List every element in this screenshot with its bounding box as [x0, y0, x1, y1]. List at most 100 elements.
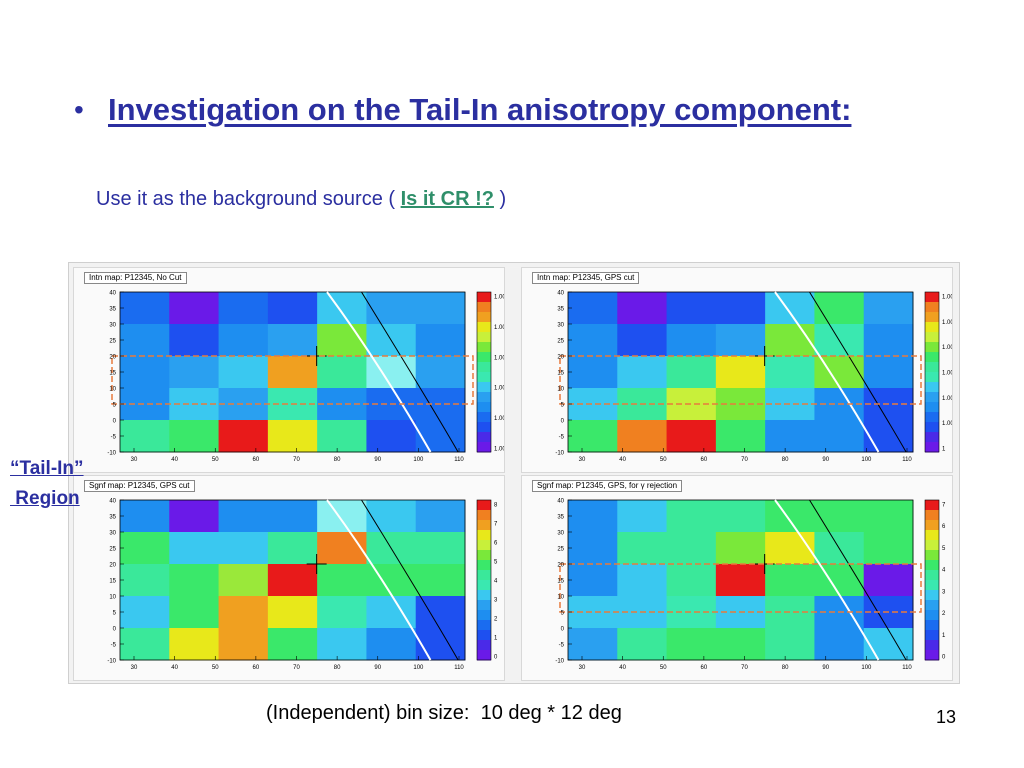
heatmap-cell: [568, 292, 618, 325]
colorbar-tick-label: 1: [494, 636, 498, 642]
heatmap-cell: [666, 532, 717, 565]
x-tick-label: 40: [619, 665, 626, 671]
heatmap-cell: [568, 324, 618, 357]
heatmap-cell: [617, 532, 668, 565]
colorbar-segment: [477, 432, 491, 443]
heatmap-cell: [814, 420, 865, 453]
x-tick-label: 100: [413, 457, 424, 463]
heatmap-cell: [267, 500, 318, 533]
colorbar-segment: [477, 322, 491, 333]
y-tick-label: 40: [109, 499, 116, 505]
colorbar-segment: [925, 600, 939, 611]
heatmap-cell: [317, 324, 367, 357]
heatmap-cell: [617, 564, 668, 597]
colorbar-segment: [477, 580, 491, 591]
is-it-cr-link[interactable]: Is it CR !?: [400, 188, 494, 210]
heatmap-cell: [317, 532, 367, 565]
x-tick-label: 110: [902, 665, 912, 671]
heatmap-cell: [666, 420, 717, 453]
y-tick-label: 0: [113, 627, 117, 633]
colorbar-segment: [925, 442, 939, 453]
heatmap-cell: [715, 292, 766, 325]
y-tick-label: 20: [557, 355, 564, 361]
y-tick-label: 25: [557, 547, 564, 553]
colorbar-tick-label: 1.003: [942, 295, 952, 301]
colorbar-segment: [925, 540, 939, 551]
colorbar-segment: [925, 302, 939, 313]
heatmap-cell: [666, 628, 717, 661]
colorbar-tick-label: 1.0005: [942, 421, 952, 427]
colorbar-segment: [925, 352, 939, 363]
heatmap-cell: [568, 564, 618, 597]
heatmap-cell: [120, 596, 170, 629]
colorbar-tick-label: 1.001: [942, 396, 952, 402]
heatmap-cell: [120, 500, 170, 533]
y-tick-label: 5: [113, 403, 117, 409]
black-curve: [361, 499, 459, 661]
colorbar-tick-label: 1.003: [494, 295, 504, 301]
y-tick-label: 10: [557, 595, 564, 601]
colorbar-segment: [477, 412, 491, 423]
x-tick-label: 90: [822, 665, 829, 671]
heatmap-cell: [415, 500, 466, 533]
heatmap-cell: [765, 500, 815, 533]
y-tick-label: 10: [109, 387, 116, 393]
colorbar-segment: [925, 520, 939, 531]
colorbar-segment: [477, 442, 491, 453]
heatmap-cell: [317, 292, 367, 325]
colorbar-segment: [925, 530, 939, 541]
heatmap-cell: [415, 420, 466, 453]
x-tick-label: 80: [782, 665, 789, 671]
x-tick-label: 80: [334, 457, 341, 463]
black-curve: [809, 291, 907, 453]
colorbar-segment: [477, 570, 491, 581]
colorbar-tick-label: 5: [494, 560, 498, 566]
heatmap-cell: [617, 324, 668, 357]
colorbar-frame: [924, 291, 940, 453]
heatmap-cell: [120, 532, 170, 565]
colorbar-segment: [925, 332, 939, 343]
white-curve: [326, 499, 432, 661]
colorbar-segment: [925, 382, 939, 393]
heatmap-cell: [666, 292, 717, 325]
heatmap-cell: [169, 596, 220, 629]
colorbar-tick-label: 1.0025: [942, 320, 952, 326]
heatmap-cell: [317, 356, 367, 389]
heatmap-cell: [218, 532, 269, 565]
x-tick-label: 40: [619, 457, 626, 463]
colorbar-segment: [925, 620, 939, 631]
x-tick-label: 50: [660, 665, 667, 671]
y-tick-label: 30: [109, 531, 116, 537]
colorbar-segment: [477, 422, 491, 433]
black-curve: [361, 291, 459, 453]
black-curve: [809, 499, 907, 661]
colorbar-segment: [477, 540, 491, 551]
colorbar-frame: [476, 499, 492, 661]
y-tick-label: 5: [561, 403, 565, 409]
y-tick-label: 40: [557, 499, 564, 505]
region-label-line1: “Tail-In”: [10, 458, 84, 479]
heatmap-cell: [120, 420, 170, 453]
colorbar-tick-label: 6: [942, 524, 946, 530]
colorbar-tick-label: 7: [942, 503, 946, 509]
heatmap-cell: [317, 564, 367, 597]
heatmap-cell: [715, 532, 766, 565]
colorbar-segment: [925, 650, 939, 661]
heatmap-cell: [765, 628, 815, 661]
x-tick-label: 30: [579, 457, 586, 463]
colorbar-tick-label: 6: [494, 541, 498, 547]
colorbar-segment: [477, 362, 491, 373]
colorbar-segment: [477, 530, 491, 541]
heatmap-cell: [366, 420, 417, 453]
y-tick-label: 20: [109, 563, 116, 569]
panel-title: Intn map: P12345, GPS cut: [532, 272, 640, 284]
heatmap-cell: [415, 628, 466, 661]
colorbar-segment: [925, 500, 939, 511]
heatmap-cell: [814, 500, 865, 533]
heatmap-cell: [863, 532, 914, 565]
heatmap-cell: [814, 628, 865, 661]
y-tick-label: 15: [109, 371, 116, 377]
heatmap-cell: [267, 292, 318, 325]
heatmap-cell: [317, 500, 367, 533]
colorbar-segment: [925, 392, 939, 403]
